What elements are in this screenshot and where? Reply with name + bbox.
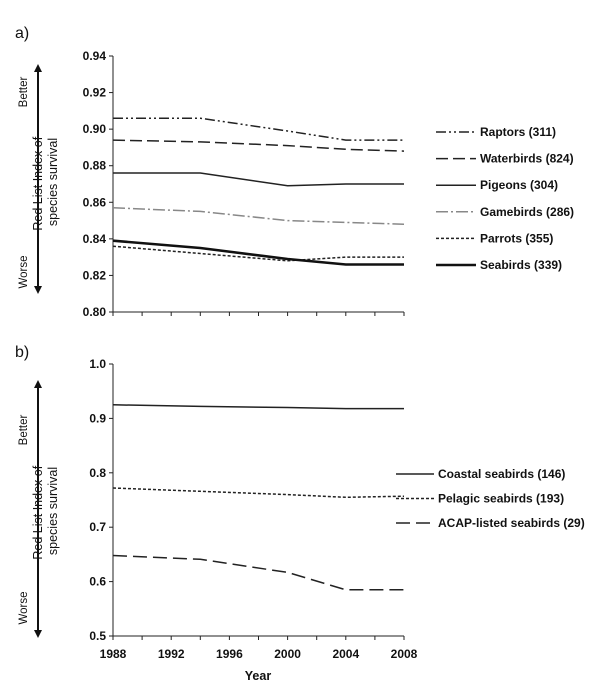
panel-b-better-label: Better xyxy=(18,414,30,445)
panel-b: b) Better Worse Red List Index of specie… xyxy=(15,344,585,683)
a-legend-label: Parrots (355) xyxy=(480,231,553,245)
panel-a-better-label: Better xyxy=(18,76,30,107)
b-x-tick-label: 1992 xyxy=(158,647,185,661)
a-series-line-1 xyxy=(113,117,404,141)
panel-b-series xyxy=(112,404,405,591)
a-series-line-4 xyxy=(112,207,405,225)
panel-a-x-ticks xyxy=(112,312,405,316)
b-x-tick-label: 1988 xyxy=(100,647,127,661)
a-legend-label: Seabirds (339) xyxy=(480,258,562,272)
panel-b-worse-label: Worse xyxy=(18,591,30,624)
b-legend-label: ACAP-listed seabirds (29) xyxy=(438,516,585,530)
b-series-line-3 xyxy=(112,554,404,591)
b-legend-label: Pelagic seabirds (193) xyxy=(438,492,564,506)
a-series-line-5 xyxy=(112,245,404,262)
panel-a-series xyxy=(112,117,405,266)
a-series-line-2 xyxy=(112,139,405,152)
panel-a-y-axis-label-line1: Red List Index of xyxy=(31,136,45,230)
panel-a: a) Better Worse Red List Index of specie… xyxy=(15,25,574,319)
panel-b-y-axis-label: Red List Index of species survival xyxy=(31,462,60,559)
panel-b-x-ticks: 1988 1992 1996 2000 2004 2008 xyxy=(100,636,418,661)
panel-b-y-axis-label-line2: species survival xyxy=(46,467,60,555)
panel-a-legend: Raptors (311) Waterbirds (824) Pigeons (30… xyxy=(436,125,574,272)
b-x-tick-label: 2008 xyxy=(391,647,418,661)
b-y-tick-label: 0.7 xyxy=(89,520,106,534)
panel-b-label: b) xyxy=(15,344,29,361)
panel-a-y-axis-label-line2: species survival xyxy=(46,138,60,226)
a-series-line-6 xyxy=(112,239,404,266)
b-x-tick-label: 1996 xyxy=(216,647,243,661)
a-y-tick-label: 0.90 xyxy=(83,122,107,136)
a-y-tick-label: 0.86 xyxy=(83,195,107,209)
b-legend-label: Coastal seabirds (146) xyxy=(438,467,565,481)
panel-a-label: a) xyxy=(15,25,29,42)
b-x-tick-label: 2004 xyxy=(332,647,359,661)
a-y-tick-label: 0.84 xyxy=(83,232,107,246)
a-legend-label: Gamebirds (286) xyxy=(480,205,574,219)
panel-b-y-ticks: 0.5 0.6 0.7 0.8 0.9 1.0 xyxy=(89,357,113,643)
panel-a-y-ticks: 0.80 0.82 0.84 0.86 0.88 0.90 0.92 0.94 xyxy=(83,49,113,319)
panel-a-worse-label: Worse xyxy=(18,255,30,288)
a-legend-label: Raptors (311) xyxy=(480,125,556,139)
panel-a-y-axis-label: Red List Index of species survival xyxy=(31,133,60,230)
b-x-tick-label: 2000 xyxy=(274,647,301,661)
panel-b-y-axis-label-line1: Red List Index of xyxy=(31,465,45,559)
b-series-line-1 xyxy=(112,404,404,410)
a-y-tick-label: 0.82 xyxy=(83,268,107,282)
a-y-tick-label: 0.92 xyxy=(83,86,107,100)
b-series-line-2 xyxy=(112,487,405,499)
a-series-line-3 xyxy=(113,172,404,187)
b-y-tick-label: 0.6 xyxy=(89,575,106,589)
a-y-tick-label: 0.94 xyxy=(83,49,107,63)
a-legend-label: Pigeons (304) xyxy=(480,178,558,192)
panel-b-legend: Coastal seabirds (146) Pelagic seabirds (… xyxy=(396,467,585,530)
b-y-tick-label: 0.8 xyxy=(89,466,106,480)
a-legend-label: Waterbirds (824) xyxy=(480,152,574,166)
b-y-tick-label: 1.0 xyxy=(89,357,106,371)
a-y-tick-label: 0.88 xyxy=(83,159,107,173)
b-y-tick-label: 0.9 xyxy=(89,411,106,425)
a-y-tick-label: 0.80 xyxy=(83,305,107,319)
b-y-tick-label: 0.5 xyxy=(89,629,106,643)
panel-b-x-axis-label: Year xyxy=(245,669,272,683)
